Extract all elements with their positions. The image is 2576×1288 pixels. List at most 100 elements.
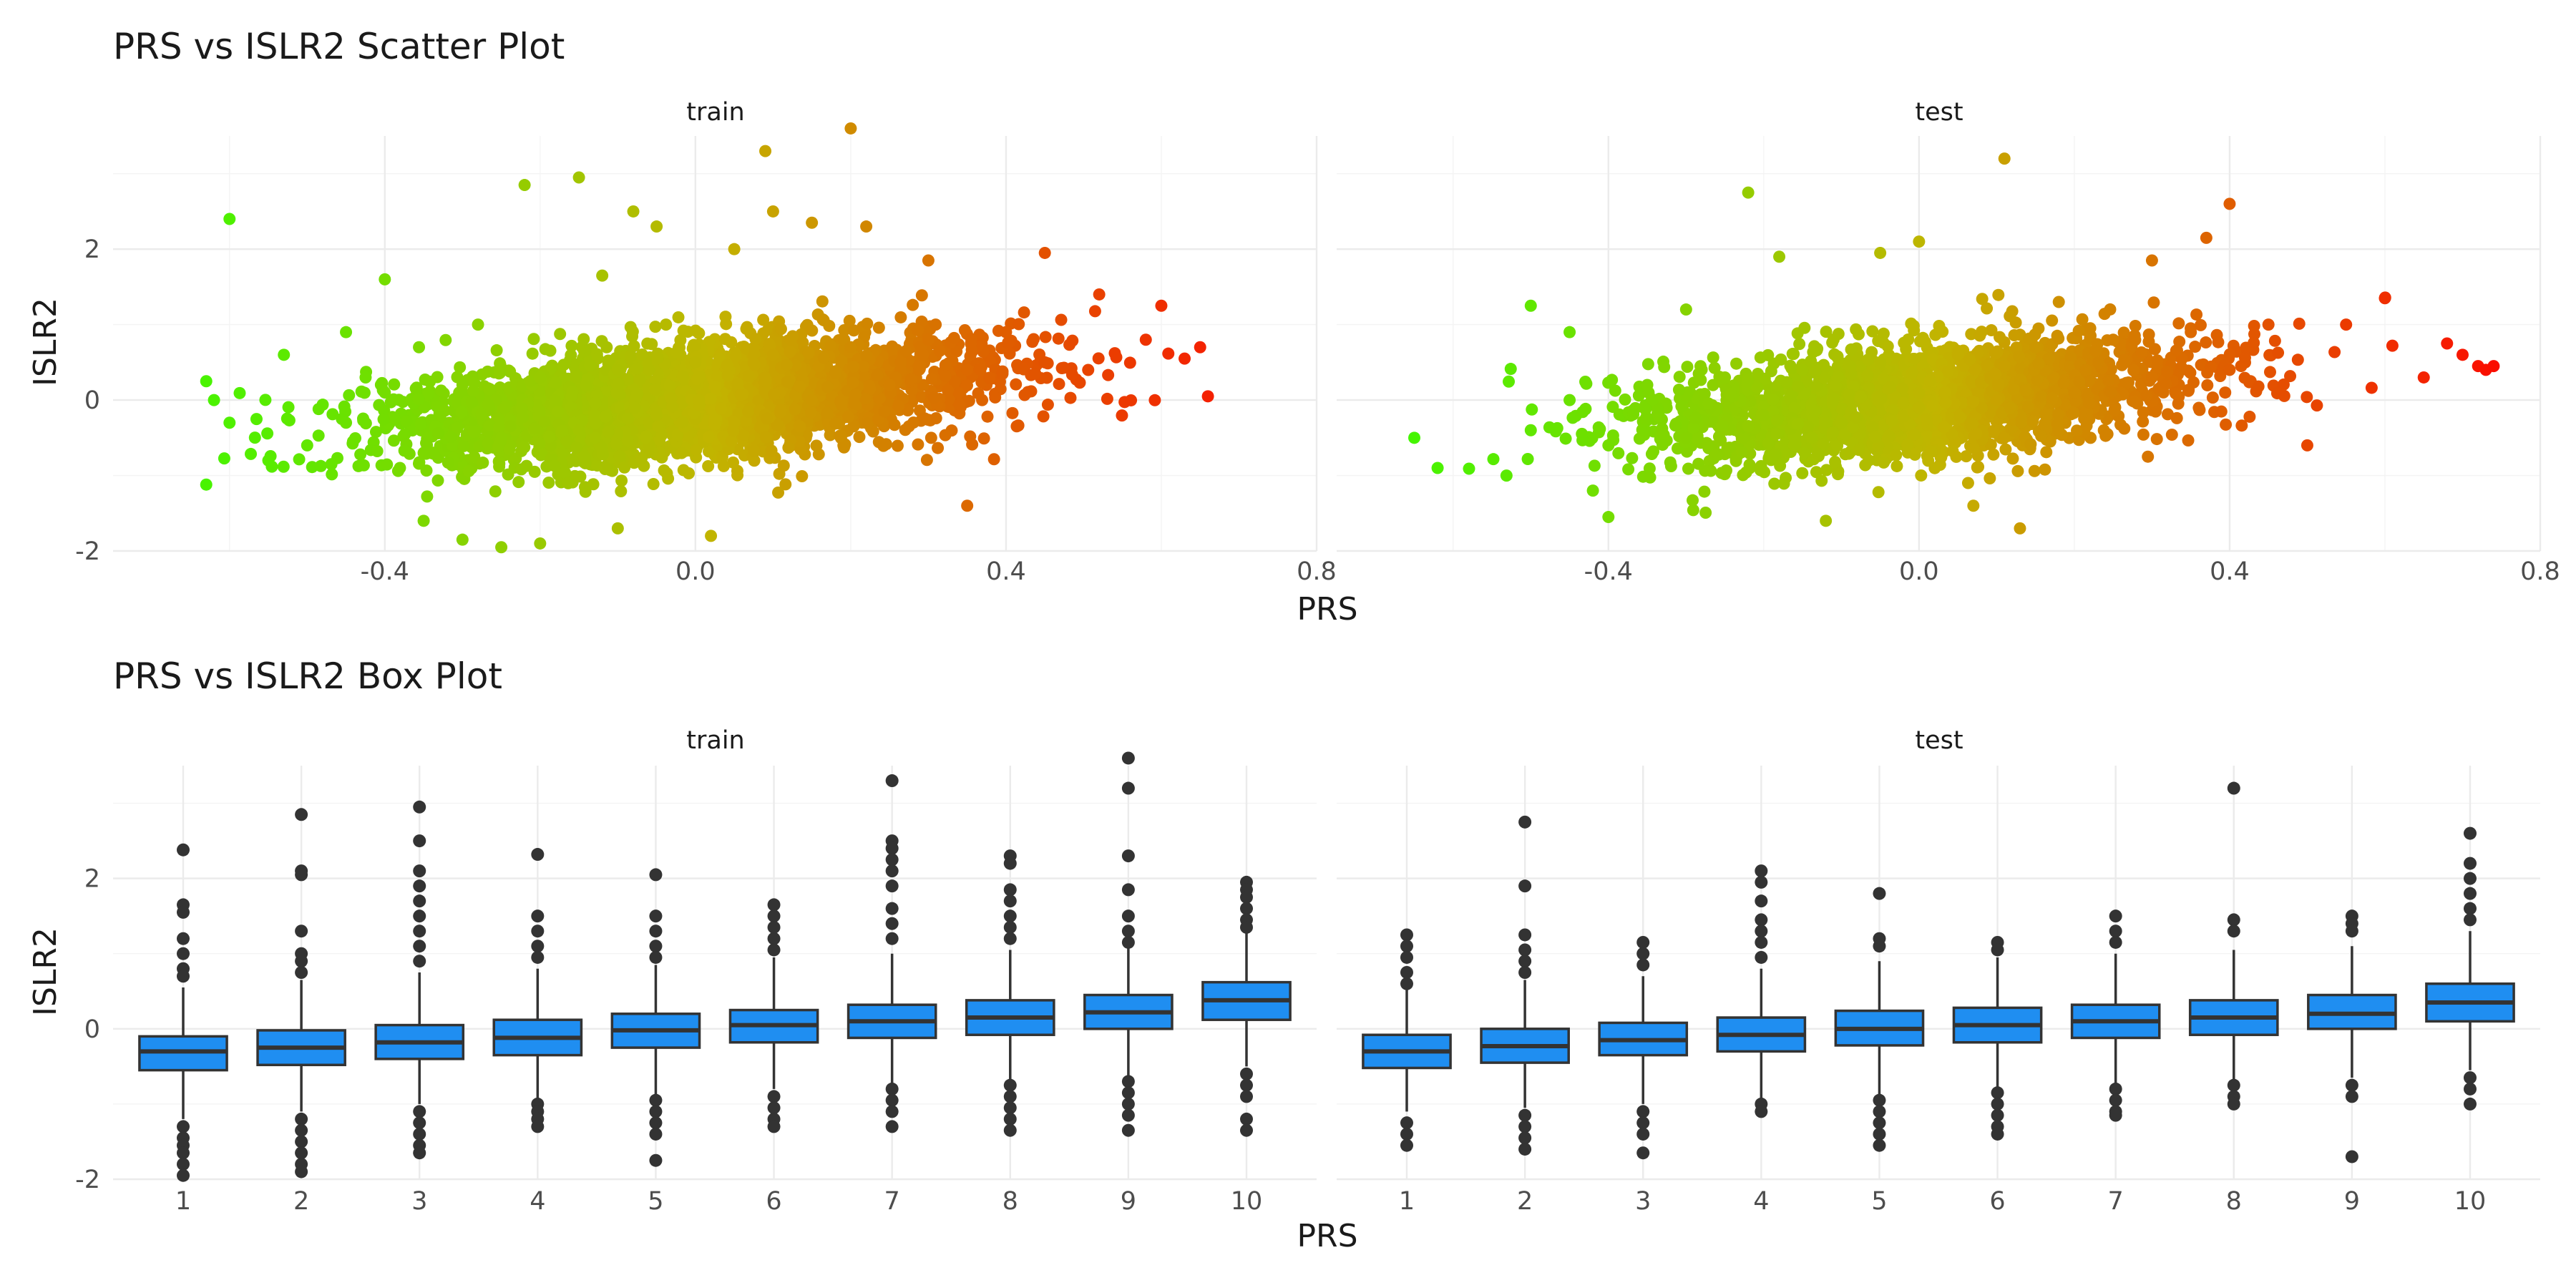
scatter-point (743, 369, 756, 382)
scatter-point (578, 451, 591, 464)
scatter-point (533, 437, 546, 450)
scatter-point (2098, 308, 2111, 321)
scatter-point (495, 431, 508, 444)
scatter-point (718, 333, 731, 346)
scatter-point (584, 358, 597, 371)
scatter-point (1698, 485, 1711, 498)
scatter-x-tick-label: 0.0 (675, 557, 716, 586)
scatter-point (765, 444, 778, 457)
scatter-point (518, 179, 531, 192)
scatter-point (467, 426, 480, 439)
scatter-point (772, 486, 785, 499)
scatter-point (950, 345, 963, 358)
scatter-point (557, 447, 570, 459)
scatter-point (495, 541, 508, 554)
scatter-point (652, 420, 665, 433)
scatter-point (2201, 379, 2214, 391)
scatter-point (1905, 317, 1918, 330)
scatter-point (729, 350, 742, 363)
scatter-point (904, 373, 917, 386)
scatter-point (357, 414, 370, 427)
scatter-point (314, 459, 327, 472)
scatter-point (942, 384, 955, 397)
scatter-point (534, 371, 547, 384)
scatter-point (277, 460, 290, 473)
scatter-point (1815, 474, 1828, 487)
scatter-point (261, 427, 274, 440)
scatter-point (1038, 356, 1051, 369)
scatter-y-axis-title: ISLR2 (27, 298, 64, 386)
scatter-point (2190, 308, 2203, 321)
scatter-point (665, 391, 678, 404)
scatter-point (983, 371, 996, 384)
scatter-point (627, 205, 640, 218)
scatter-point (312, 429, 325, 442)
scatter-point (635, 348, 648, 361)
scatter-point (650, 220, 663, 233)
scatter-point (535, 448, 548, 461)
scatter-point (550, 376, 562, 389)
scatter-point (1622, 463, 1635, 476)
scatter-point (218, 452, 230, 465)
scatter-point (660, 467, 673, 480)
scatter-point (518, 441, 531, 454)
scatter-point (768, 388, 781, 401)
scatter-point (930, 318, 942, 331)
scatter-point (1798, 321, 1811, 334)
scatter-point (431, 371, 444, 384)
scatter-point (557, 358, 570, 371)
scatter-point (2238, 371, 2251, 384)
scatter-point (635, 452, 648, 464)
scatter-point (589, 396, 602, 409)
scatter-point (781, 376, 794, 389)
scatter-point (766, 348, 779, 361)
scatter-point (793, 435, 806, 448)
scatter-point (948, 375, 961, 388)
scatter-point (2150, 433, 2163, 446)
scatter-point (643, 364, 655, 376)
scatter-x-tick-label: 0.8 (2520, 557, 2560, 586)
scatter-point (565, 389, 578, 402)
scatter-point (675, 447, 688, 459)
scatter-point (1699, 507, 1712, 519)
scatter-point (649, 321, 662, 333)
scatter-point (703, 431, 716, 444)
scatter-point (549, 394, 562, 407)
scatter-point (259, 394, 272, 406)
scatter-point (414, 418, 427, 431)
scatter-point (626, 325, 639, 338)
scatter-point (939, 370, 952, 383)
scatter-point (621, 412, 634, 425)
scatter-point (2137, 415, 2150, 428)
scatter-point (649, 383, 662, 396)
scatter-point (821, 381, 834, 394)
scatter-point (1066, 334, 1079, 347)
scatter-point (939, 358, 952, 371)
scatter-point (301, 439, 313, 452)
scatter-point (552, 405, 565, 418)
scatter-point (989, 391, 1002, 404)
scatter-point (894, 311, 907, 323)
scatter-point (672, 311, 685, 323)
scatter-point (987, 453, 1000, 466)
scatter-point (346, 435, 359, 448)
scatter-point (454, 361, 467, 374)
scatter-point (774, 323, 787, 336)
scatter-point (920, 454, 933, 467)
scatter-point (907, 416, 920, 429)
scatter-point (1064, 391, 1077, 404)
scatter-point (925, 372, 938, 385)
scatter-point (354, 448, 367, 461)
scatter-point (1503, 375, 1516, 388)
scatter-point (441, 456, 454, 469)
scatter-point (457, 439, 470, 452)
scatter-point (534, 537, 547, 550)
scatter-point (293, 453, 306, 466)
scatter-point (947, 331, 960, 344)
scatter-point (829, 366, 842, 379)
scatter-point (810, 439, 823, 452)
scatter-x-tick-label: -0.4 (361, 557, 409, 586)
scatter-point (2118, 353, 2131, 366)
scatter-y-tick-label: -2 (75, 537, 100, 566)
scatter-point (472, 318, 484, 331)
